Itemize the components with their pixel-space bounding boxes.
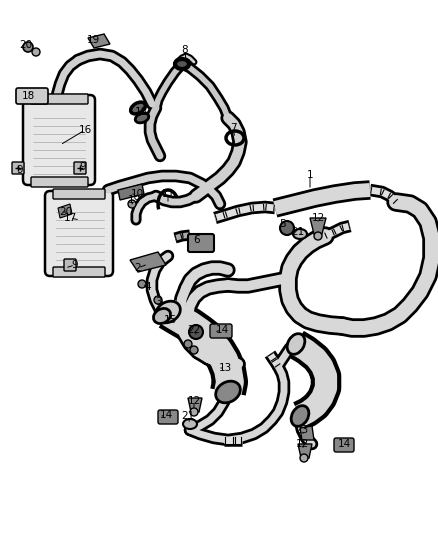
Text: 20: 20 [19, 40, 32, 50]
Text: 10: 10 [131, 189, 144, 199]
Text: 19: 19 [127, 195, 141, 205]
FancyBboxPatch shape [31, 94, 88, 104]
Circle shape [190, 346, 198, 354]
Polygon shape [188, 398, 202, 412]
Circle shape [138, 280, 146, 288]
FancyBboxPatch shape [53, 267, 105, 277]
Ellipse shape [175, 59, 189, 69]
Circle shape [23, 42, 33, 52]
Circle shape [280, 221, 294, 235]
Circle shape [300, 454, 308, 462]
Polygon shape [118, 184, 144, 200]
Text: 12: 12 [295, 439, 309, 449]
Circle shape [190, 408, 198, 416]
Text: 5: 5 [280, 219, 286, 229]
Ellipse shape [135, 113, 149, 123]
Circle shape [32, 48, 40, 56]
Text: 18: 18 [21, 91, 35, 101]
Polygon shape [310, 218, 326, 234]
Text: 4: 4 [145, 282, 151, 292]
Text: 15: 15 [163, 315, 177, 325]
FancyBboxPatch shape [210, 324, 232, 338]
Text: 22: 22 [187, 325, 201, 335]
Circle shape [128, 200, 136, 208]
FancyBboxPatch shape [16, 88, 48, 104]
Text: 18: 18 [134, 107, 148, 117]
FancyBboxPatch shape [64, 259, 76, 271]
FancyBboxPatch shape [45, 191, 113, 276]
Circle shape [314, 232, 322, 240]
Circle shape [189, 325, 203, 339]
Text: 21: 21 [181, 411, 194, 421]
Ellipse shape [155, 301, 180, 323]
Text: 3: 3 [155, 297, 161, 307]
Polygon shape [300, 426, 314, 440]
Text: 9: 9 [80, 162, 86, 172]
FancyBboxPatch shape [53, 189, 105, 199]
Ellipse shape [287, 334, 305, 354]
Text: 7: 7 [230, 123, 237, 133]
Text: 12: 12 [187, 396, 201, 406]
Circle shape [154, 296, 162, 304]
Text: 9: 9 [17, 165, 23, 175]
Text: 14: 14 [337, 439, 351, 449]
Text: 19: 19 [86, 35, 99, 45]
FancyBboxPatch shape [23, 95, 95, 185]
Text: 6: 6 [194, 235, 200, 245]
Ellipse shape [183, 419, 197, 429]
Text: 1: 1 [307, 170, 313, 180]
Text: 23: 23 [295, 425, 309, 435]
Polygon shape [88, 34, 110, 48]
FancyBboxPatch shape [74, 162, 86, 174]
Text: 2: 2 [135, 263, 141, 273]
Text: 14: 14 [215, 325, 229, 335]
FancyBboxPatch shape [334, 438, 354, 452]
Polygon shape [298, 444, 312, 458]
Text: 12: 12 [311, 213, 325, 223]
Text: 9: 9 [72, 260, 78, 270]
Ellipse shape [291, 406, 309, 426]
Text: 17: 17 [64, 213, 77, 223]
Text: 11: 11 [161, 189, 175, 199]
Circle shape [184, 340, 192, 348]
Ellipse shape [131, 102, 145, 114]
FancyBboxPatch shape [158, 410, 178, 424]
Text: 20: 20 [60, 207, 73, 217]
FancyBboxPatch shape [12, 162, 24, 174]
Text: 16: 16 [78, 125, 92, 135]
Text: 14: 14 [159, 410, 173, 420]
Text: 8: 8 [182, 45, 188, 55]
Text: 13: 13 [219, 363, 232, 373]
Polygon shape [58, 204, 72, 218]
Ellipse shape [293, 229, 307, 239]
Ellipse shape [215, 381, 240, 403]
FancyBboxPatch shape [188, 234, 214, 252]
FancyBboxPatch shape [31, 177, 88, 187]
Text: 21: 21 [291, 227, 304, 237]
Ellipse shape [153, 309, 170, 324]
Polygon shape [130, 252, 166, 272]
